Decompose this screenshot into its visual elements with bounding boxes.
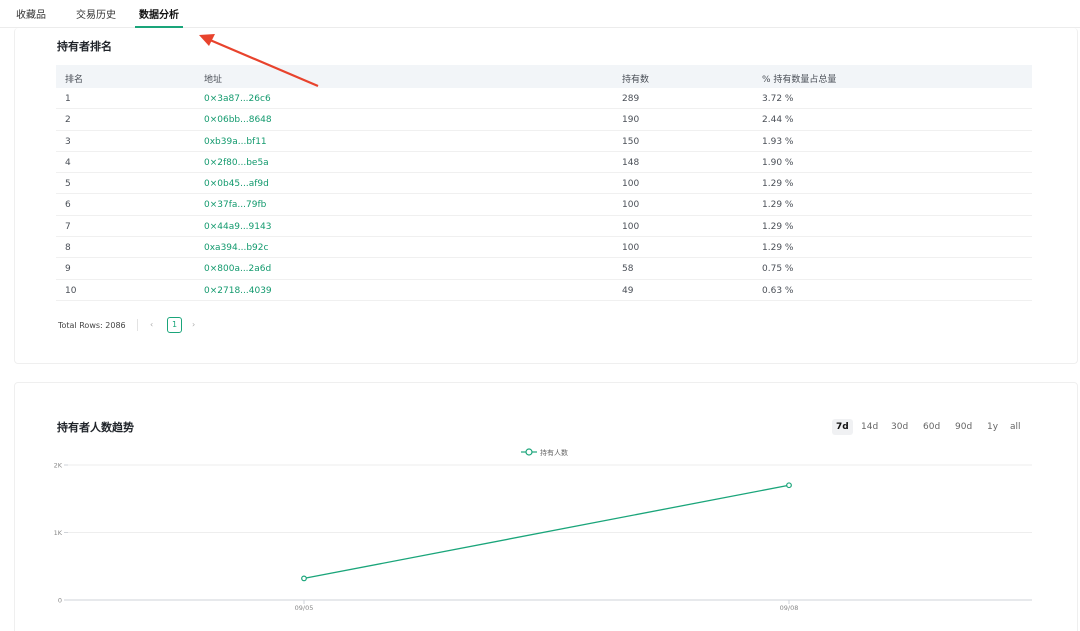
percent-cell: 1.29 % <box>762 200 794 211</box>
legend-marker <box>525 448 533 456</box>
x-tick-label: 09/05 <box>295 604 314 612</box>
holder-trend-chart: 持有人数 0 1K 2K 09/05 09/08 <box>54 448 1032 613</box>
table-row: 1 0×3a87...26c6 289 3.72 % <box>56 88 1032 110</box>
chart-axes: 0 1K 2K 09/05 09/08 <box>54 462 799 613</box>
legend-label: 持有人数 <box>540 448 568 457</box>
percent-cell: 1.93 % <box>762 136 794 147</box>
rank-cell: 8 <box>65 243 71 254</box>
rank-cell: 2 <box>65 115 71 126</box>
next-page-button[interactable]: › <box>192 320 196 329</box>
rank-cell: 6 <box>65 200 71 211</box>
prev-page-button[interactable]: ‹ <box>150 320 154 329</box>
x-tick-label: 09/08 <box>780 604 799 612</box>
holding-cell: 100 <box>622 200 640 211</box>
table-row: 4 0×2f80...be5a 148 1.90 % <box>56 152 1032 174</box>
range-1y-button[interactable]: 1y <box>987 422 999 432</box>
address-link[interactable]: 0×3a87...26c6 <box>204 94 271 104</box>
table-row: 10 0×2718...4039 49 0.63 % <box>56 280 1032 301</box>
address-link[interactable]: 0xa394...b92c <box>204 243 269 254</box>
percent-cell: 2.44 % <box>762 115 794 126</box>
rank-cell: 7 <box>65 221 71 232</box>
address-link[interactable]: 0×0b45...af9d <box>204 179 269 190</box>
holder-trend-card <box>14 382 1078 631</box>
percent-cell: 1.29 % <box>762 221 794 232</box>
y-tick-label: 1K <box>54 529 63 537</box>
page-1-button[interactable]: 1 <box>167 317 182 333</box>
tab-collectibles[interactable]: 收藏品 <box>16 10 46 21</box>
address-link[interactable]: 0×37fa...79fb <box>204 200 267 211</box>
y-tick-label: 0 <box>58 597 62 605</box>
chart-grid <box>68 464 1032 601</box>
holding-cell: 100 <box>622 243 640 254</box>
holder-ranking-title: 持有者排名 <box>57 40 112 53</box>
holding-cell: 289 <box>622 94 640 104</box>
holder-ranking-table: 排名 地址 持有数 % 持有数量占总量 1 0×3a87...26c6 289 3.7… <box>56 65 1032 301</box>
range-7d-button[interactable]: 7d <box>832 419 853 435</box>
range-all-button[interactable]: all <box>1010 422 1021 432</box>
holding-cell: 49 <box>622 285 634 296</box>
tab-bar: 收藏品 交易历史 数据分析 <box>0 0 1080 28</box>
chart-legend[interactable]: 持有人数 <box>521 448 568 457</box>
address-link[interactable]: 0×44a9...9143 <box>204 221 272 232</box>
chart-series <box>301 482 792 582</box>
series-line <box>303 484 790 580</box>
tab-data-analysis[interactable]: 数据分析 <box>139 10 179 21</box>
address-link[interactable]: 0×800a...2a6d <box>204 264 272 275</box>
col-address-header: 地址 <box>204 75 223 85</box>
table-row: 7 0×44a9...9143 100 1.29 % <box>56 216 1032 238</box>
rank-cell: 9 <box>65 264 71 275</box>
address-link[interactable]: 0×06bb...8648 <box>204 115 272 126</box>
tab-trade-history[interactable]: 交易历史 <box>76 10 116 21</box>
rank-cell: 10 <box>65 285 77 296</box>
col-percent-header: % 持有数量占总量 <box>762 75 837 85</box>
active-tab-indicator <box>135 26 183 28</box>
table-row: 5 0×0b45...af9d 100 1.29 % <box>56 173 1032 195</box>
rank-cell: 3 <box>65 136 71 147</box>
total-rows-label: Total Rows: 2086 <box>58 321 126 330</box>
table-row: 2 0×06bb...8648 190 2.44 % <box>56 109 1032 131</box>
percent-cell: 3.72 % <box>762 94 794 104</box>
percent-cell: 1.29 % <box>762 179 794 190</box>
table-row: 6 0×37fa...79fb 100 1.29 % <box>56 194 1032 216</box>
rank-cell: 1 <box>65 94 71 104</box>
address-link[interactable]: 0×2718...4039 <box>204 285 272 296</box>
col-holding-header: 持有数 <box>622 75 650 85</box>
holding-cell: 150 <box>622 136 640 147</box>
range-30d-button[interactable]: 30d <box>891 422 909 432</box>
percent-cell: 0.75 % <box>762 264 794 275</box>
table-header: 排名 地址 持有数 % 持有数量占总量 <box>56 65 1032 88</box>
rank-cell: 5 <box>65 179 71 190</box>
percent-cell: 0.63 % <box>762 285 794 296</box>
table-body: 1 0×3a87...26c6 289 3.72 % 2 0×06bb...8648 190… <box>56 88 1032 301</box>
y-tick-label: 2K <box>54 462 63 470</box>
table-row: 3 0xb39a...bf11 150 1.93 % <box>56 131 1032 152</box>
holding-cell: 100 <box>622 221 640 232</box>
percent-cell: 1.90 % <box>762 157 794 168</box>
col-rank-header: 排名 <box>65 75 84 85</box>
data-point <box>786 482 792 489</box>
holding-cell: 190 <box>622 115 640 126</box>
address-link[interactable]: 0×2f80...be5a <box>204 157 269 168</box>
table-row: 9 0×800a...2a6d 58 0.75 % <box>56 258 1032 280</box>
range-60d-button[interactable]: 60d <box>923 422 941 432</box>
range-90d-button[interactable]: 90d <box>955 422 973 432</box>
holding-cell: 148 <box>622 157 640 168</box>
data-point <box>301 575 307 582</box>
holder-trend-title: 持有者人数趋势 <box>57 421 134 434</box>
range-14d-button[interactable]: 14d <box>861 422 879 432</box>
address-link[interactable]: 0xb39a...bf11 <box>204 136 267 147</box>
pagination-divider <box>137 319 138 331</box>
holding-cell: 100 <box>622 179 640 190</box>
holding-cell: 58 <box>622 264 634 275</box>
table-row: 8 0xa394...b92c 100 1.29 % <box>56 237 1032 259</box>
rank-cell: 4 <box>65 157 71 168</box>
percent-cell: 1.29 % <box>762 243 794 254</box>
